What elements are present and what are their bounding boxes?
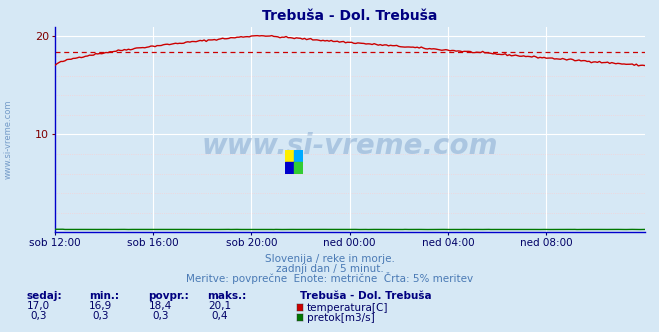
Text: 0,3: 0,3: [30, 311, 47, 321]
Bar: [285, 150, 294, 162]
Text: pretok[m3/s]: pretok[m3/s]: [307, 313, 375, 323]
Text: povpr.:: povpr.:: [148, 291, 189, 301]
Bar: [294, 150, 303, 162]
Text: 16,9: 16,9: [89, 301, 113, 311]
Text: maks.:: maks.:: [208, 291, 247, 301]
Text: Trebuša - Dol. Trebuša: Trebuša - Dol. Trebuša: [300, 291, 432, 301]
Text: zadnji dan / 5 minut.: zadnji dan / 5 minut.: [275, 264, 384, 274]
Text: Meritve: povprečne  Enote: metrične  Črta: 5% meritev: Meritve: povprečne Enote: metrične Črta:…: [186, 272, 473, 284]
Text: 0,3: 0,3: [92, 311, 109, 321]
Bar: [285, 162, 294, 174]
Text: 20,1: 20,1: [208, 301, 231, 311]
Text: min.:: min.:: [89, 291, 119, 301]
Text: www.si-vreme.com: www.si-vreme.com: [3, 100, 13, 179]
Text: Slovenija / reke in morje.: Slovenija / reke in morje.: [264, 254, 395, 264]
Text: 0,3: 0,3: [152, 311, 169, 321]
Text: 18,4: 18,4: [148, 301, 172, 311]
Text: 17,0: 17,0: [26, 301, 50, 311]
Text: 0,4: 0,4: [211, 311, 228, 321]
Bar: [294, 162, 303, 174]
Title: Trebuša - Dol. Trebuša: Trebuša - Dol. Trebuša: [262, 9, 438, 23]
Text: temperatura[C]: temperatura[C]: [307, 303, 389, 313]
Text: www.si-vreme.com: www.si-vreme.com: [202, 132, 498, 160]
Text: sedaj:: sedaj:: [26, 291, 62, 301]
